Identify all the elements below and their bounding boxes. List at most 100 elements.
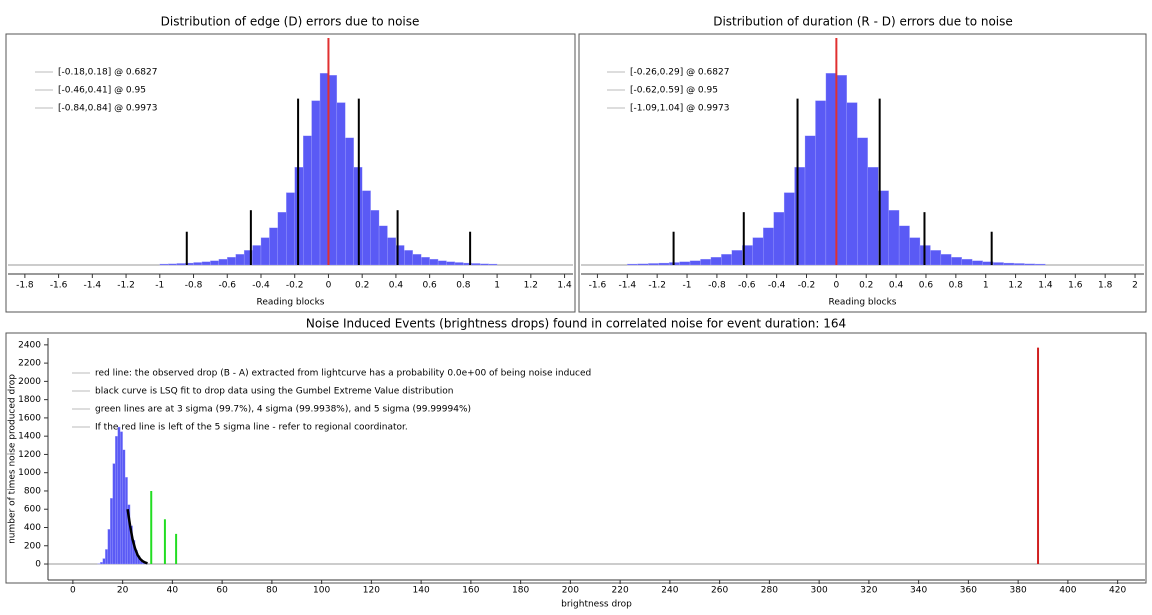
- x-tick-label: 260: [711, 586, 728, 596]
- histogram-bar: [120, 432, 122, 564]
- histogram-bar: [125, 477, 127, 564]
- histogram-bar: [489, 264, 497, 265]
- x-tick-label: 0: [70, 586, 76, 596]
- y-tick-label: 1600: [18, 413, 41, 423]
- histogram-bar: [387, 238, 395, 265]
- y-axis-label: number of times noise produced drop: [8, 374, 18, 544]
- x-tick-label: 0.2: [355, 281, 369, 291]
- y-tick-label: 600: [24, 505, 41, 515]
- y-tick-label: 1200: [18, 450, 41, 460]
- x-tick-label: -1.2: [117, 281, 135, 291]
- histogram-bar: [868, 167, 878, 265]
- legend-label: [-0.18,0.18] @ 0.6827: [58, 68, 157, 78]
- histogram-bar: [1025, 264, 1035, 265]
- x-tick-label: 1.6: [1068, 281, 1083, 291]
- x-tick-label: 80: [266, 586, 278, 596]
- x-tick-label: 2: [1132, 281, 1138, 291]
- x-tick-label: 320: [860, 586, 877, 596]
- x-tick-label: 1.8: [1098, 281, 1113, 291]
- histogram-bar: [795, 167, 805, 265]
- histogram-bar: [261, 238, 269, 265]
- histogram-bar: [108, 529, 110, 564]
- x-tick-label: -1.8: [16, 281, 34, 291]
- x-tick-label: 40: [167, 586, 179, 596]
- histogram-bar: [202, 262, 210, 265]
- legend-label: If the red line is left of the 5 sigma l…: [95, 423, 408, 433]
- histogram-bar: [430, 259, 438, 265]
- x-tick-label: 340: [910, 586, 927, 596]
- histogram-bar: [286, 193, 294, 265]
- histogram-bar: [930, 250, 940, 265]
- histogram-bar: [941, 254, 951, 265]
- histogram-bar: [269, 228, 277, 265]
- legend-label: [-1.09,1.04] @ 0.9973: [630, 104, 729, 114]
- histogram-bar: [1035, 264, 1045, 265]
- chart-title: Distribution of duration (R - D) errors …: [713, 15, 1013, 29]
- y-tick-label: 0: [35, 560, 41, 570]
- histogram-bar: [371, 210, 379, 265]
- x-tick-label: -0.2: [798, 281, 816, 291]
- chart-title: Noise Induced Events (brightness drops) …: [306, 317, 846, 331]
- histogram-bar: [784, 193, 794, 265]
- histogram-bar: [993, 262, 1003, 265]
- histogram-bar: [115, 436, 117, 564]
- x-axis-label: Reading blocks: [829, 298, 897, 308]
- x-axis-label: brightness drop: [561, 600, 632, 610]
- legend-label: black curve is LSQ fit to drop data usin…: [95, 387, 453, 397]
- x-tick-label: 20: [117, 586, 129, 596]
- x-tick-label: 1: [494, 281, 500, 291]
- x-tick-label: 1: [983, 281, 989, 291]
- histogram-bar: [219, 259, 227, 265]
- histogram-bar: [857, 138, 867, 265]
- histogram-bar: [113, 464, 115, 564]
- histogram-bar: [118, 427, 120, 564]
- x-tick-label: 400: [1059, 586, 1076, 596]
- x-tick-label: -0.4: [252, 281, 270, 291]
- histogram-bar: [805, 136, 815, 265]
- histogram-bar: [110, 498, 112, 564]
- histogram-bar: [160, 264, 168, 265]
- x-tick-label: 0: [326, 281, 332, 291]
- x-tick-label: 0.6: [919, 281, 934, 291]
- x-tick-label: 200: [562, 586, 579, 596]
- histogram-bar: [774, 212, 784, 265]
- histogram-bar: [312, 101, 320, 265]
- x-tick-label: 240: [661, 586, 678, 596]
- x-tick-label: 300: [811, 586, 828, 596]
- histogram-bar: [910, 238, 920, 265]
- x-tick-label: -1.6: [589, 281, 607, 291]
- x-tick-label: 0.4: [889, 281, 904, 291]
- x-tick-label: -0.2: [286, 281, 304, 291]
- legend-label: [-0.84,0.84] @ 0.9973: [58, 104, 157, 114]
- histogram-bar: [337, 103, 345, 265]
- y-tick-label: 1800: [18, 395, 41, 405]
- legend-label: [-0.26,0.29] @ 0.6827: [630, 68, 729, 78]
- x-tick-label: 0.4: [389, 281, 404, 291]
- histogram-bar: [362, 191, 370, 265]
- legend-label: green lines are at 3 sigma (99.7%), 4 si…: [95, 405, 471, 415]
- x-tick-label: 0.6: [422, 281, 437, 291]
- x-tick-label: -1.4: [84, 281, 102, 291]
- histogram-bar: [753, 238, 763, 265]
- x-tick-label: 280: [761, 586, 778, 596]
- histogram-bar: [972, 261, 982, 265]
- histogram-bar: [951, 257, 961, 265]
- histogram-bar: [763, 228, 773, 265]
- y-tick-label: 2200: [18, 359, 41, 369]
- histogram-bar: [253, 245, 261, 265]
- x-tick-label: -0.4: [768, 281, 786, 291]
- histogram-bar: [168, 264, 176, 265]
- histogram-bar: [413, 254, 421, 265]
- histogram-bar: [711, 257, 721, 265]
- histogram-bar: [659, 263, 669, 265]
- y-tick-label: 1000: [18, 468, 41, 478]
- histogram-bar: [826, 73, 836, 265]
- histogram-bar: [455, 262, 463, 265]
- legend-label: [-0.62,0.59] @ 0.95: [630, 86, 718, 96]
- x-tick-label: -0.6: [218, 281, 236, 291]
- histogram-bar: [962, 259, 972, 265]
- x-tick-label: 120: [363, 586, 380, 596]
- histogram-bar: [721, 254, 731, 265]
- histogram-bar: [303, 136, 311, 265]
